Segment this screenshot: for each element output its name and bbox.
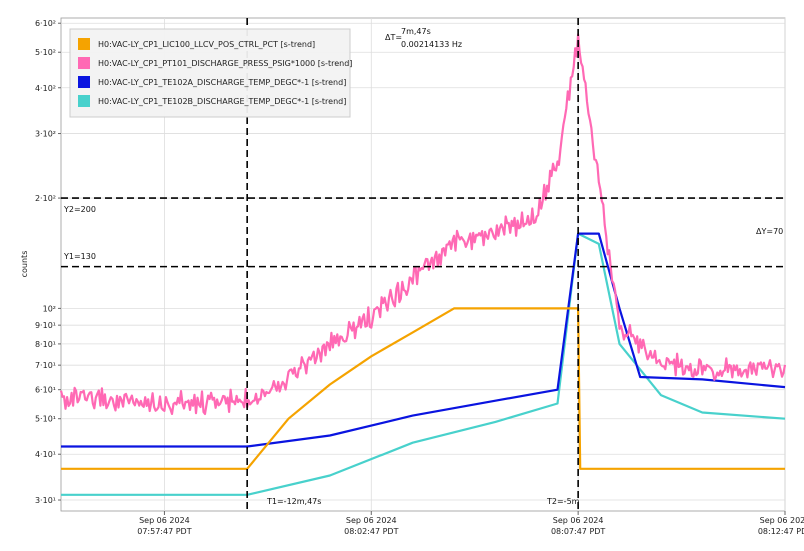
- legend: H0:VAC-LY_CP1_LIC100_LLCV_POS_CTRL_PCT […: [69, 28, 352, 118]
- y-tick-label: 4·10¹: [35, 450, 56, 459]
- delta-freq-value: 0.00214133 Hz: [401, 40, 462, 49]
- legend-box: [69, 28, 351, 118]
- delta-t-readout: ΔT= 7m,47s 0.00214133 Hz: [385, 27, 462, 49]
- x-tick-time: 08:07:47 PDT: [551, 527, 605, 536]
- legend-label: H0:VAC-LY_CP1_TE102B_DISCHARGE_TEMP_DEGC…: [98, 97, 346, 106]
- legend-item[interactable]: H0:VAC-LY_CP1_TE102A_DISCHARGE_TEMP_DEGC…: [78, 76, 346, 88]
- legend-item[interactable]: H0:VAC-LY_CP1_TE102B_DISCHARGE_TEMP_DEGC…: [78, 95, 346, 107]
- series-line: [59, 33, 787, 416]
- legend-swatch: [78, 95, 90, 107]
- delta-y-label: ΔY=70: [756, 227, 783, 236]
- series-line: [61, 232, 786, 448]
- legend-swatch: [78, 76, 90, 88]
- delta-t-value: 7m,47s: [401, 27, 431, 36]
- y-tick-label: 3·10²: [35, 130, 56, 139]
- series-line: [61, 307, 785, 470]
- y-tick-label: 6·10¹: [35, 386, 56, 395]
- y-axis-ticks: 3·10¹ 4·10¹ 5·10¹ 6·10¹ 7·10¹ 8·10¹ 9·10¹ 10² 2·…: [35, 19, 61, 505]
- y-axis-label: counts: [20, 251, 29, 278]
- t2-cursor-label: T2=-5m: [546, 497, 580, 506]
- legend-swatch: [78, 38, 90, 50]
- x-tick-time: 08:02:47 PDT: [344, 527, 398, 536]
- series-group: [59, 33, 787, 496]
- x-tick-date: Sep 06 2024: [139, 516, 190, 525]
- x-tick-time: 08:12:47 PDT: [758, 527, 804, 536]
- x-tick-time: 07:57:47 PDT: [137, 527, 191, 536]
- legend-label: H0:VAC-LY_CP1_TE102A_DISCHARGE_TEMP_DEGC…: [98, 78, 346, 87]
- y-tick-label: 5·10²: [35, 48, 56, 57]
- y-tick-label: 5·10¹: [35, 415, 56, 424]
- y-tick-label: 3·10¹: [35, 496, 56, 505]
- y2-cursor-label: Y2=200: [63, 205, 96, 214]
- legend-label: H0:VAC-LY_CP1_PT101_DISCHARGE_PRESS_PSIG…: [98, 59, 352, 68]
- x-tick-date: Sep 06 2024: [346, 516, 397, 525]
- y-tick-label: 4·10²: [35, 84, 56, 93]
- y-tick-label: 9·10¹: [35, 321, 56, 330]
- y-tick-label: 2·10²: [35, 194, 56, 203]
- t1-cursor-label: T1=-12m,47s: [266, 497, 321, 506]
- y1-cursor-label: Y1=130: [63, 252, 96, 261]
- y-tick-label: 8·10¹: [35, 340, 56, 349]
- y-tick-label: 10²: [43, 304, 56, 313]
- legend-item[interactable]: H0:VAC-LY_CP1_LIC100_LLCV_POS_CTRL_PCT […: [78, 38, 315, 50]
- legend-swatch: [78, 57, 90, 69]
- legend-label: H0:VAC-LY_CP1_LIC100_LLCV_POS_CTRL_PCT […: [98, 40, 315, 49]
- x-tick-date: Sep 06 2024: [760, 516, 804, 525]
- delta-t-prefix: ΔT=: [385, 33, 402, 42]
- y-tick-label: 7·10¹: [35, 361, 56, 370]
- y-tick-label: 6·10²: [35, 19, 56, 28]
- legend-item[interactable]: H0:VAC-LY_CP1_PT101_DISCHARGE_PRESS_PSIG…: [78, 57, 352, 69]
- x-tick-date: Sep 06 2024: [553, 516, 604, 525]
- x-axis-ticks: Sep 06 2024 07:57:47 PDT Sep 06 2024 08:02:…: [137, 511, 804, 536]
